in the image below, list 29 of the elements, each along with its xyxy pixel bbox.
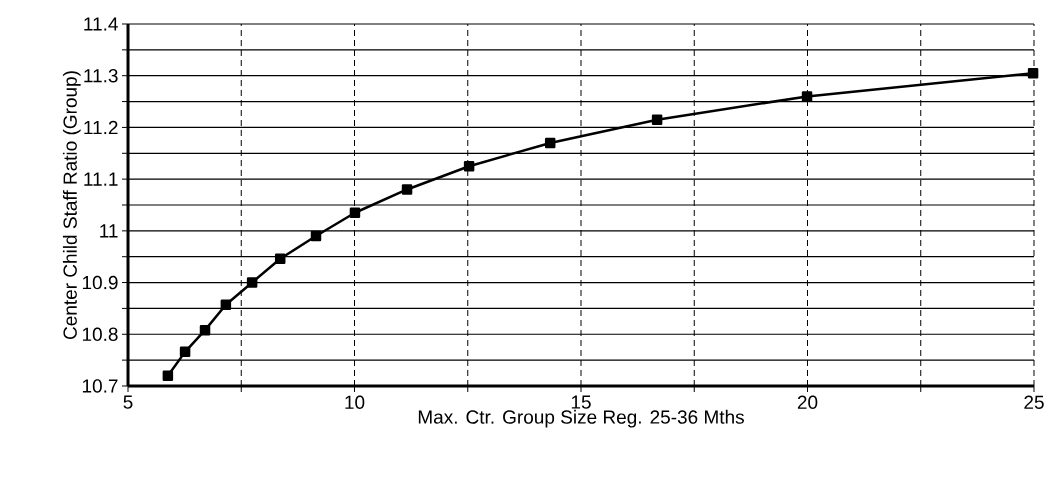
point	[274, 253, 286, 265]
point	[349, 207, 361, 218]
point	[463, 160, 475, 172]
y-tick-label: 11	[100, 224, 118, 238]
point	[179, 346, 191, 358]
x-tick-label: 5	[123, 395, 133, 409]
point	[162, 370, 174, 381]
point	[1027, 67, 1039, 79]
y-tick-label: 11.1	[84, 172, 118, 186]
y-tick-label: 11.3	[84, 68, 118, 83]
y-tick-label: 10.9	[82, 275, 118, 290]
y-tick-label: 10.8	[82, 327, 118, 341]
point	[651, 114, 663, 125]
point	[310, 230, 322, 242]
y-tick-label: 10.7	[82, 379, 118, 393]
point	[801, 91, 813, 102]
point	[199, 324, 211, 336]
x-tick-label: 15	[571, 395, 591, 409]
x-tick-label: 25	[1024, 395, 1044, 409]
y-tick-label: 11.4	[84, 17, 118, 31]
point	[401, 184, 413, 195]
x-tick-label: 10	[345, 395, 365, 409]
point	[220, 299, 232, 311]
point	[544, 137, 556, 149]
y-axis-title: Center Child Staff Ratio (Group)	[62, 71, 81, 340]
x-axis-title: Max. Ctr. Group Size Reg. 25-36 Mths	[418, 409, 744, 428]
point	[246, 277, 258, 288]
x-tick-label: 20	[797, 395, 818, 409]
y-tick-label: 11.2	[84, 120, 118, 135]
